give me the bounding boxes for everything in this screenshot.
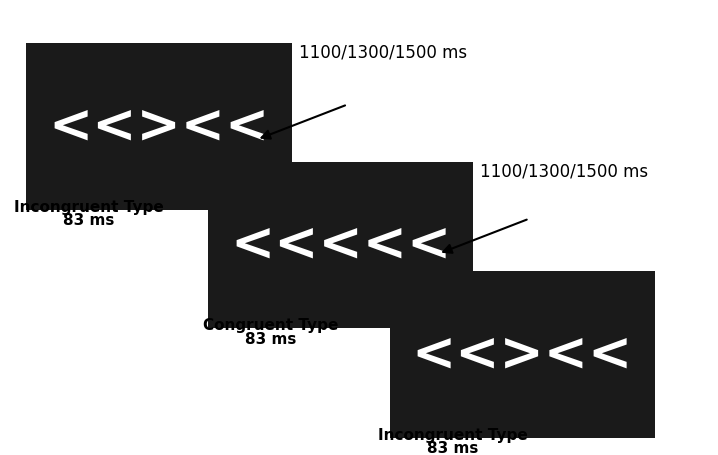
Text: <<><<: <<><< <box>48 101 270 153</box>
Text: Incongruent Type: Incongruent Type <box>378 427 527 442</box>
Text: 1100/1300/1500 ms: 1100/1300/1500 ms <box>299 44 467 61</box>
Text: 83 ms: 83 ms <box>426 440 478 455</box>
FancyBboxPatch shape <box>208 162 473 329</box>
FancyBboxPatch shape <box>27 44 292 210</box>
Text: <<<<<: <<<<< <box>230 219 452 271</box>
Text: 83 ms: 83 ms <box>245 331 297 346</box>
Text: <<><<: <<><< <box>411 329 633 381</box>
Text: Congruent Type: Congruent Type <box>203 318 338 333</box>
FancyBboxPatch shape <box>390 272 655 438</box>
Text: 1100/1300/1500 ms: 1100/1300/1500 ms <box>480 162 648 180</box>
Text: Incongruent Type: Incongruent Type <box>14 199 164 214</box>
Text: 83 ms: 83 ms <box>63 212 115 228</box>
